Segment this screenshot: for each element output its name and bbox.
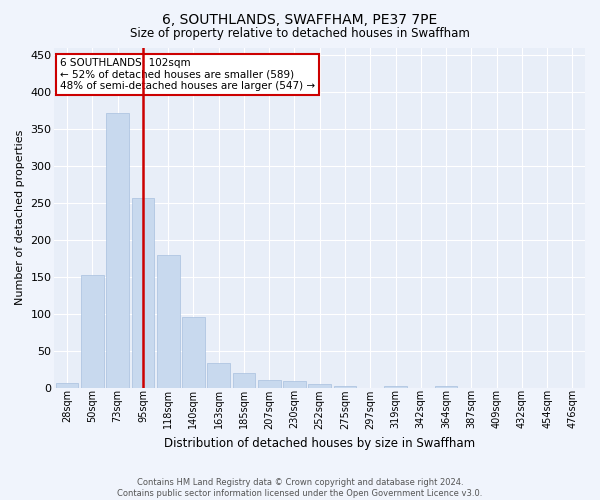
Y-axis label: Number of detached properties: Number of detached properties bbox=[15, 130, 25, 306]
Bar bbox=[182, 317, 205, 388]
Bar bbox=[334, 386, 356, 388]
Bar bbox=[283, 381, 306, 388]
Bar bbox=[434, 386, 457, 388]
X-axis label: Distribution of detached houses by size in Swaffham: Distribution of detached houses by size … bbox=[164, 437, 475, 450]
Text: Size of property relative to detached houses in Swaffham: Size of property relative to detached ho… bbox=[130, 28, 470, 40]
Text: 6 SOUTHLANDS: 102sqm
← 52% of detached houses are smaller (589)
48% of semi-deta: 6 SOUTHLANDS: 102sqm ← 52% of detached h… bbox=[60, 58, 315, 91]
Bar bbox=[384, 386, 407, 388]
Bar bbox=[157, 254, 179, 388]
Bar bbox=[81, 276, 104, 388]
Text: 6, SOUTHLANDS, SWAFFHAM, PE37 7PE: 6, SOUTHLANDS, SWAFFHAM, PE37 7PE bbox=[163, 12, 437, 26]
Bar bbox=[56, 382, 79, 388]
Bar bbox=[308, 384, 331, 388]
Bar bbox=[106, 112, 129, 388]
Bar bbox=[233, 373, 256, 388]
Bar bbox=[131, 198, 154, 388]
Bar bbox=[258, 380, 281, 388]
Bar bbox=[208, 364, 230, 388]
Text: Contains HM Land Registry data © Crown copyright and database right 2024.
Contai: Contains HM Land Registry data © Crown c… bbox=[118, 478, 482, 498]
